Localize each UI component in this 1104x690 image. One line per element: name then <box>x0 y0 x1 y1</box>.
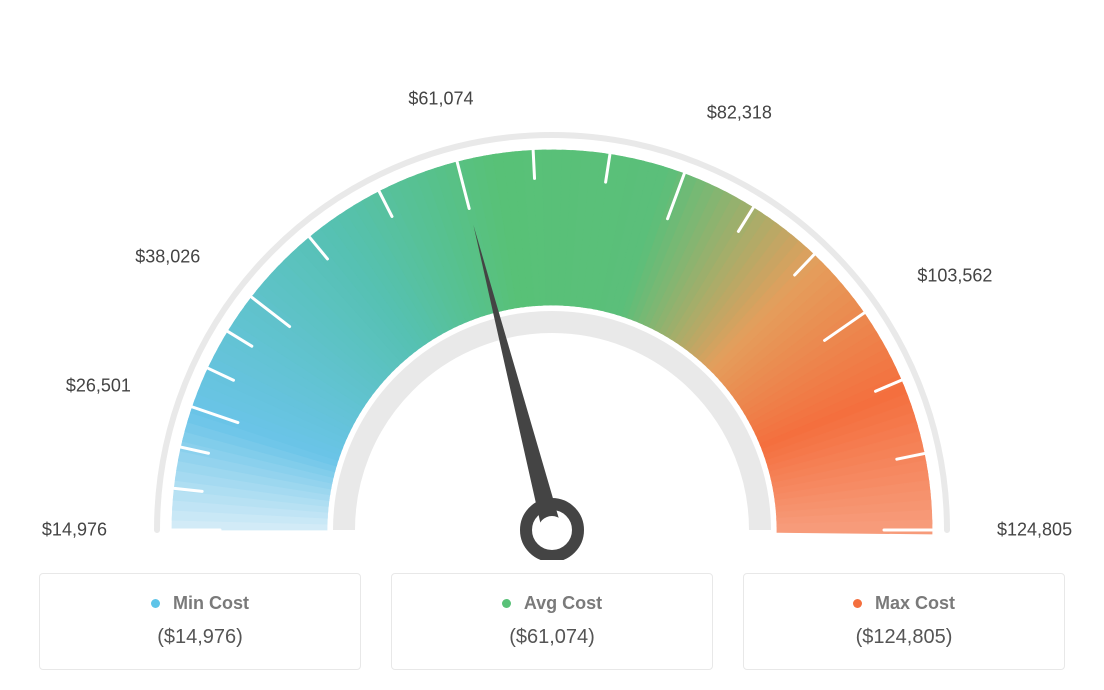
scale-label: $26,501 <box>66 375 131 396</box>
legend-value-max: ($124,805) <box>754 626 1054 649</box>
bullet-icon <box>853 599 862 608</box>
legend-label-min: Min Cost <box>50 592 350 614</box>
legend-label-text: Min Cost <box>173 593 249 613</box>
legend-card-max: Max Cost ($124,805) <box>743 573 1065 670</box>
bullet-icon <box>151 599 160 608</box>
legend-row: Min Cost ($14,976) Avg Cost ($61,074) Ma… <box>0 573 1104 670</box>
legend-value-avg: ($61,074) <box>402 626 702 649</box>
scale-label: $61,074 <box>408 89 473 110</box>
scale-label: $103,562 <box>917 265 992 286</box>
legend-card-min: Min Cost ($14,976) <box>39 573 361 670</box>
scale-label: $38,026 <box>135 247 200 268</box>
scale-label: $124,805 <box>997 520 1072 541</box>
legend-label-text: Max Cost <box>875 593 955 613</box>
legend-label-avg: Avg Cost <box>402 592 702 614</box>
scale-label: $14,976 <box>42 520 107 541</box>
cost-gauge-chart: $14,976 $26,501 $38,026 $61,074 $82,318 $103,… <box>0 0 1104 690</box>
bullet-icon <box>502 599 511 608</box>
legend-label-max: Max Cost <box>754 592 1054 614</box>
legend-label-text: Avg Cost <box>524 593 602 613</box>
legend-value-min: ($14,976) <box>50 626 350 649</box>
scale-label: $82,318 <box>707 102 772 123</box>
legend-card-avg: Avg Cost ($61,074) <box>391 573 713 670</box>
gauge-area: $14,976 $26,501 $38,026 $61,074 $82,318 $103,… <box>0 0 1104 560</box>
